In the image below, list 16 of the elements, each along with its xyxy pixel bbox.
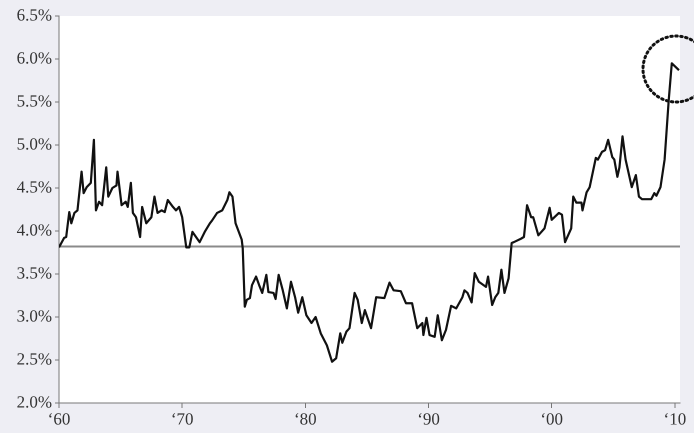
y-tick-label: 2.0% <box>16 392 52 412</box>
x-tick-label: ‘70 <box>170 410 194 429</box>
x-tick-label: ‘00 <box>540 410 564 429</box>
x-tick-label: ‘60 <box>48 410 70 429</box>
y-tick-label: 4.0% <box>16 220 52 240</box>
x-tick-label: ‘80 <box>294 410 317 429</box>
y-tick-label: 3.5% <box>16 263 52 282</box>
y-tick-label: 6.0% <box>16 48 52 68</box>
y-tick-label: 6.5% <box>16 5 52 24</box>
y-tick-label: 5.5% <box>16 91 52 110</box>
x-tick-label: ‘90 <box>417 410 440 429</box>
y-tick-label: 5.0% <box>16 134 52 154</box>
x-tick-label: ‘10 <box>664 410 686 429</box>
y-tick-label: 3.0% <box>16 306 52 326</box>
y-tick-label: 4.5% <box>16 177 52 196</box>
y-tick-label: 2.5% <box>16 349 52 368</box>
